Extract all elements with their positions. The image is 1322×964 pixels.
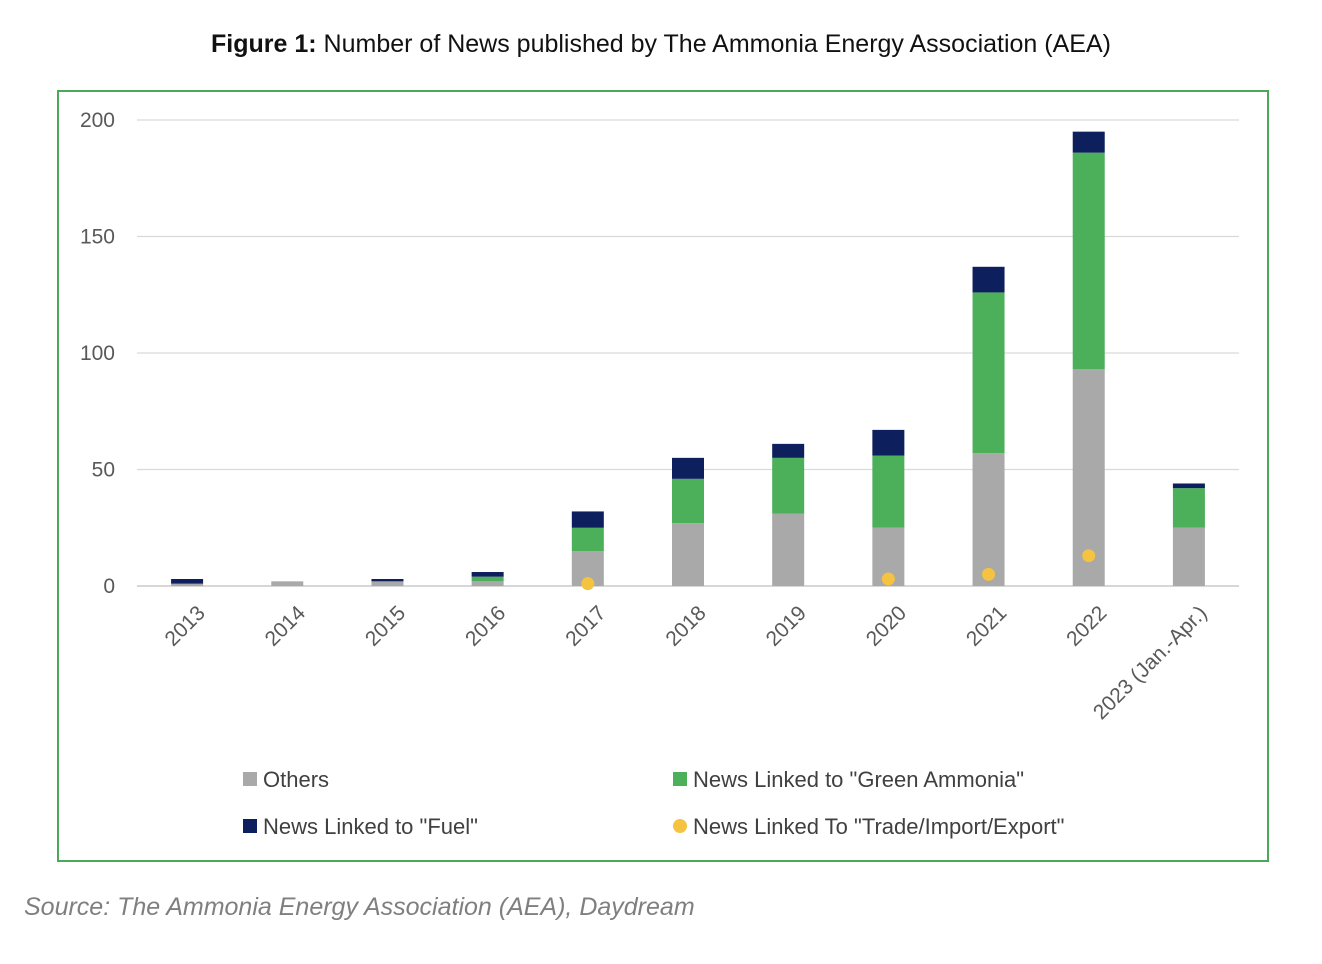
bar-segment [772,443,805,458]
y-tick-label: 200 [80,109,115,132]
y-tick-label: 0 [103,575,115,598]
bar-segment [571,511,604,528]
source-note: Source: The Ammonia Energy Association (… [24,893,695,921]
x-tick-label: 2013 [161,601,210,650]
data-point [581,577,595,591]
bar-segment [772,457,805,514]
bar-segment [972,453,1005,586]
x-axis-ticks: 2013 2014 2015 2016 2017 2018 2019 2020 2021 2022… [161,601,1212,724]
data-point [881,572,895,586]
bar-segment [271,581,304,586]
y-tick-label: 50 [92,459,115,482]
bar-segment [171,583,204,586]
legend-label: News Linked To "Trade/Import/Export" [693,814,1064,839]
x-tick-label: 2018 [661,601,710,650]
bar-segment [371,581,404,586]
legend-swatch [243,819,257,833]
bar-segment [471,572,504,577]
bar-segment [471,581,504,586]
bar-segment [1172,527,1205,586]
bar-segment [1072,152,1105,370]
figure-title: Figure 1: Number of News published by Th… [0,30,1322,59]
bar-segment [972,292,1005,454]
x-tick-label: 2021 [962,601,1011,650]
bar-segment [171,579,204,584]
bar-segment [972,266,1005,293]
figure-title-text: Number of News published by The Ammonia … [323,30,1111,58]
x-tick-label: 2015 [361,601,410,650]
x-tick-label: 2020 [862,601,911,650]
legend-label: News Linked to "Green Ammonia" [693,767,1024,792]
y-axis-ticks: 0 50 100 150 200 [80,109,115,598]
legend-swatch [673,772,687,786]
x-tick-label: 2019 [762,601,811,650]
bar-segment [1172,483,1205,489]
bar-segment [772,513,805,586]
x-tick-label: 2016 [461,601,510,650]
bar-segment [872,429,905,456]
bar-segment [1072,131,1105,153]
bar-segment [672,457,704,479]
chart-frame [57,90,1269,862]
bar-segment [571,527,604,552]
bar-segment [872,455,905,528]
data-point [982,567,996,581]
legend-marker [673,819,687,833]
legend-label: News Linked to "Fuel" [263,814,478,839]
x-tick-label: 2022 [1062,601,1111,650]
legend-swatch [243,772,257,786]
bar-segment [672,523,704,586]
figure-label: Figure 1: [211,30,317,58]
points [581,549,1096,591]
x-tick-label: 2014 [261,601,311,651]
x-tick-label: 2017 [561,601,610,650]
bar-segment [371,579,404,582]
y-tick-label: 150 [80,226,115,249]
bar-segment [471,576,504,582]
legend: Others News Linked to "Green Ammonia" News… [243,767,1064,839]
bars [171,131,1205,586]
data-point [1082,549,1096,563]
bar-segment [672,478,704,524]
bar-segment [1172,488,1205,528]
y-tick-label: 100 [80,342,115,365]
legend-label: Others [263,767,329,792]
